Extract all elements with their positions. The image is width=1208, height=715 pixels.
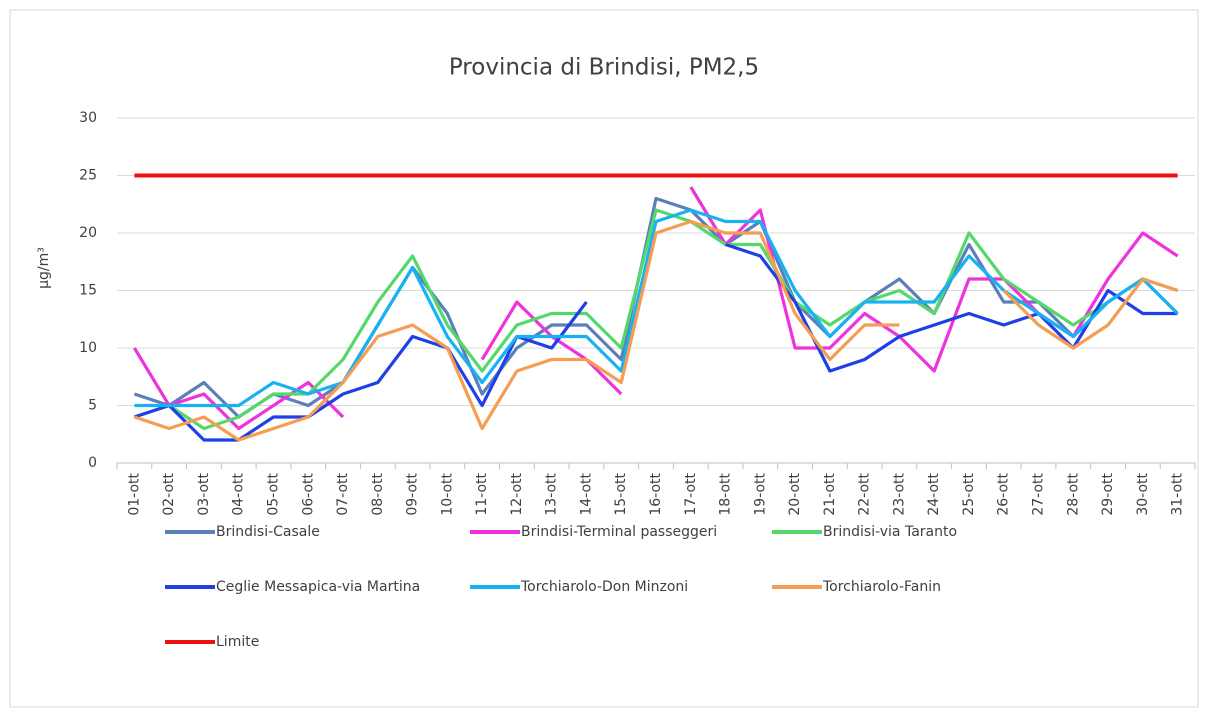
x-tick-label: 16-ott xyxy=(648,472,664,515)
x-tick-label: 07-ott xyxy=(335,472,351,515)
x-tick-label: 14-ott xyxy=(578,472,594,515)
y-axis-label: µg/m³ xyxy=(36,247,52,289)
legend-label: Limite xyxy=(216,634,259,650)
chart-title: Provincia di Brindisi, PM2,5 xyxy=(449,55,759,81)
x-tick-label: 27-ott xyxy=(1031,472,1047,515)
x-tick-label: 02-ott xyxy=(161,472,177,515)
x-tick-label: 18-ott xyxy=(718,472,734,515)
y-tick-label: 30 xyxy=(79,110,97,126)
y-tick-label: 15 xyxy=(79,283,97,299)
x-tick-label: 25-ott xyxy=(961,472,977,515)
series-line xyxy=(133,219,1179,442)
x-tick-label: 17-ott xyxy=(683,472,699,515)
x-tick-label: 23-ott xyxy=(891,472,907,515)
x-tick-label: 11-ott xyxy=(474,472,490,515)
x-tick-label: 03-ott xyxy=(196,472,212,515)
x-tick-label: 22-ott xyxy=(857,472,873,515)
x-tick-label: 09-ott xyxy=(405,472,421,515)
y-tick-label: 0 xyxy=(88,455,97,471)
y-tick-label: 25 xyxy=(79,168,97,184)
legend-label: Torchiarolo-Don Minzoni xyxy=(520,579,688,595)
x-tick-label: 30-ott xyxy=(1135,472,1151,515)
legend-label: Brindisi-Casale xyxy=(216,524,320,540)
x-tick-label: 19-ott xyxy=(752,472,768,515)
x-tick-label: 10-ott xyxy=(439,472,455,515)
x-tick-label: 01-ott xyxy=(126,472,142,515)
legend-label: Brindisi-Terminal passeggeri xyxy=(521,524,717,540)
legend-label: Ceglie Messapica-via Martina xyxy=(216,579,420,595)
x-tick-label: 31-ott xyxy=(1170,472,1186,515)
y-tick-label: 5 xyxy=(88,398,97,414)
y-tick-label: 20 xyxy=(79,225,97,241)
x-tick-label: 12-ott xyxy=(509,472,525,515)
x-tick-label: 20-ott xyxy=(787,472,803,515)
x-tick-label: 06-ott xyxy=(300,472,316,515)
series-line xyxy=(133,196,1179,419)
x-tick-label: 26-ott xyxy=(996,472,1012,515)
series-line xyxy=(133,242,1178,442)
x-tick-label: 13-ott xyxy=(544,472,560,515)
x-tick-label: 29-ott xyxy=(1100,472,1116,515)
x-tick-label: 15-ott xyxy=(613,472,629,515)
x-tick-label: 08-ott xyxy=(370,472,386,515)
y-tick-label: 10 xyxy=(79,340,97,356)
x-tick-label: 04-ott xyxy=(231,472,247,515)
legend-label: Brindisi-via Taranto xyxy=(823,524,957,540)
series-line xyxy=(134,208,1179,408)
x-tick-label: 05-ott xyxy=(265,472,281,515)
x-tick-label: 21-ott xyxy=(822,472,838,515)
chart-border xyxy=(9,9,1199,708)
legend-label: Torchiarolo-Fanin xyxy=(822,579,941,595)
x-tick-label: 28-ott xyxy=(1065,472,1081,515)
x-tick-label: 24-ott xyxy=(926,472,942,515)
